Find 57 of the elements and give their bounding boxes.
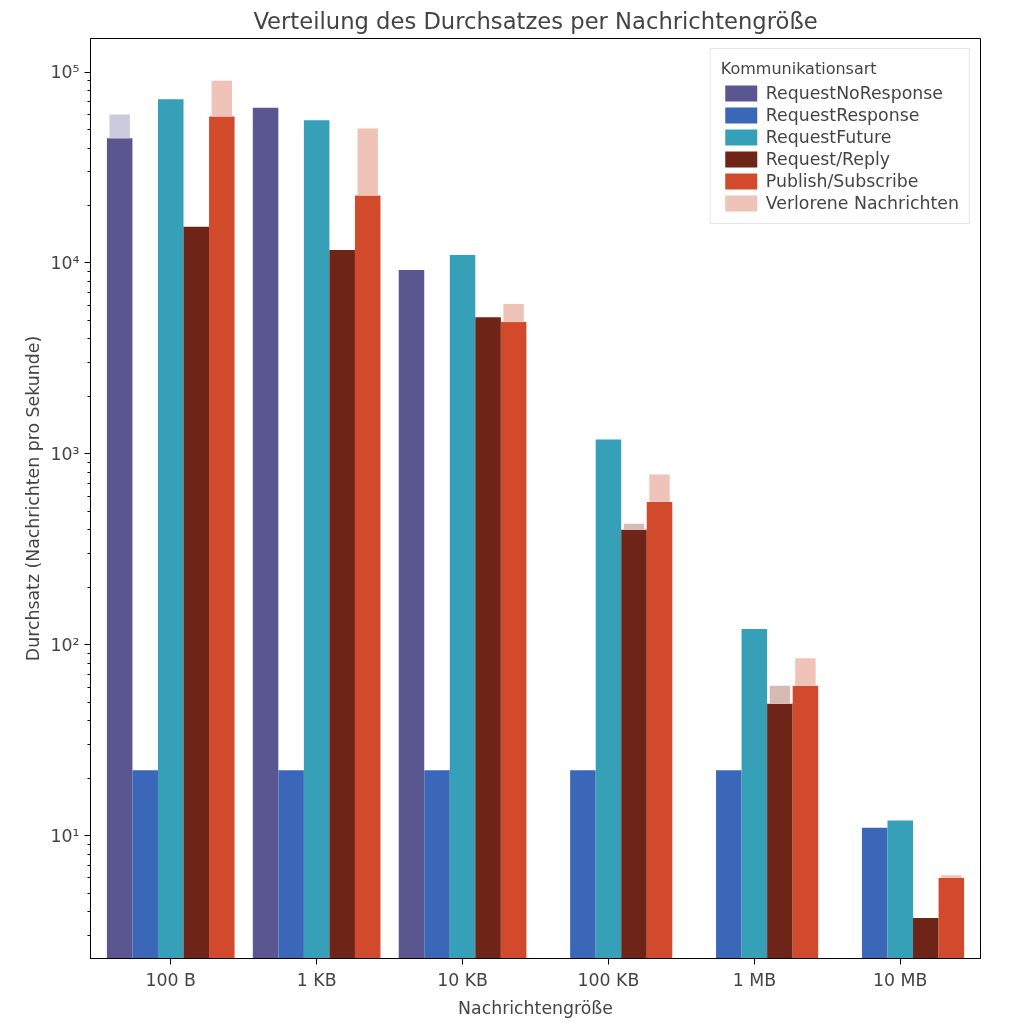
bar [183,226,210,959]
bar [109,114,130,139]
bar [623,523,645,530]
chart-title: Verteilung des Durchsatzes per Nachrichtengröße [253,7,818,34]
legend-label: RequestFuture [765,127,892,147]
x-tick-label: 100 KB [577,969,640,990]
bar [646,501,673,959]
legend-title: Kommunikationsart [720,59,878,78]
y-tick-label: 10⁵ [50,62,80,83]
x-tick-label: 1 MB [732,969,777,990]
bar [449,255,476,959]
bar [938,877,965,959]
y-tick-label: 10³ [50,443,80,464]
bar [621,529,647,959]
y-tick-label: 10¹ [50,825,80,846]
x-tick-label: 10 MB [873,969,928,990]
bar [941,875,962,878]
bar [649,474,670,502]
bar [252,107,279,959]
bar [209,116,235,959]
bar [887,820,914,959]
bar [500,322,527,959]
bar [767,703,793,959]
bar [211,80,233,117]
y-axis-title: Durchsatz (Nachrichten pro Sekunde) [22,335,43,662]
bar [913,918,939,959]
bar [354,195,381,959]
bar [424,770,450,959]
bar [570,770,596,959]
bar [303,120,330,959]
bar [861,827,888,959]
x-axis-title: Nachrichtengröße [458,997,613,1018]
bar [132,770,158,959]
bar [503,303,524,323]
legend-label: RequestNoResponse [765,83,943,103]
bar [741,628,768,959]
legend-label: Publish/Subscribe [765,171,919,191]
bar [716,770,742,959]
x-tick-label: 1 KB [296,969,337,990]
legend-label: Verlorene Nachrichten [765,193,959,213]
bar [278,770,304,959]
y-tick-label: 10² [50,634,80,655]
x-tick-label: 100 B [145,969,196,990]
bar [357,128,378,196]
bar [329,249,355,959]
bar [769,685,791,704]
bar [595,439,622,959]
bar [795,658,816,686]
bar [157,99,184,959]
bar [106,138,133,959]
legend-label: Request/Reply [765,149,890,169]
bar [475,317,501,959]
x-tick-label: 10 KB [437,969,488,990]
bar [792,685,819,959]
y-tick-label: 10⁴ [50,252,80,273]
legend-label: RequestResponse [765,105,920,125]
bar [398,269,425,959]
